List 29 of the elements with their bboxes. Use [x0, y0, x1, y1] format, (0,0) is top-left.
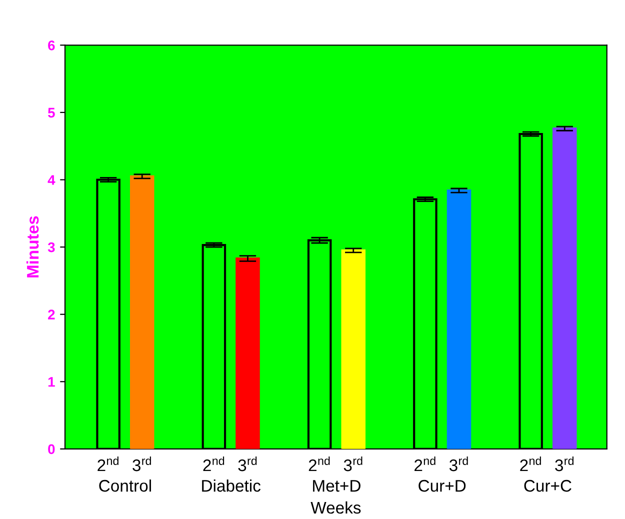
- text: 2$^{nd}$: [203, 456, 224, 472]
- text: 3$^{rd}$: [555, 456, 574, 472]
- bar: [236, 257, 260, 449]
- y-tick-label: 0: [48, 444, 55, 454]
- text: 2$^{nd}$: [308, 456, 330, 472]
- x-axis-title: Weeks: [310, 501, 361, 514]
- x-tick-label: Diabetic: [202, 479, 261, 492]
- text: 3$^{rd}$: [238, 456, 257, 472]
- text: 2$^{nd}$: [414, 456, 436, 472]
- bar: [341, 249, 366, 449]
- text: 2$^{nd}$: [520, 456, 541, 472]
- y-tick-label: 3: [48, 242, 55, 252]
- x-tick-label: Control: [99, 479, 151, 492]
- y-tick-label: 2: [48, 310, 55, 320]
- text: 3$^{rd}$: [344, 456, 362, 472]
- series-label: 2$^{nd}$: [98, 456, 118, 472]
- series-label: 3$^{rd}$: [132, 456, 151, 472]
- x-tick-label: Met+D: [313, 480, 360, 492]
- text: 3$^{rd}$: [449, 456, 468, 472]
- x-tick-label: Cur+C: [524, 480, 572, 492]
- y-tick-label: 4: [48, 175, 56, 185]
- y-tick-label: 1: [48, 377, 55, 387]
- bar: [130, 175, 154, 449]
- y-tick-label: 5: [48, 108, 55, 118]
- y-axis-title: Minutes: [26, 216, 39, 278]
- x-tick-label: Cur+D: [418, 480, 466, 492]
- y-tick-label: 6: [48, 40, 55, 50]
- bar: [552, 128, 577, 449]
- bar: [446, 189, 472, 449]
